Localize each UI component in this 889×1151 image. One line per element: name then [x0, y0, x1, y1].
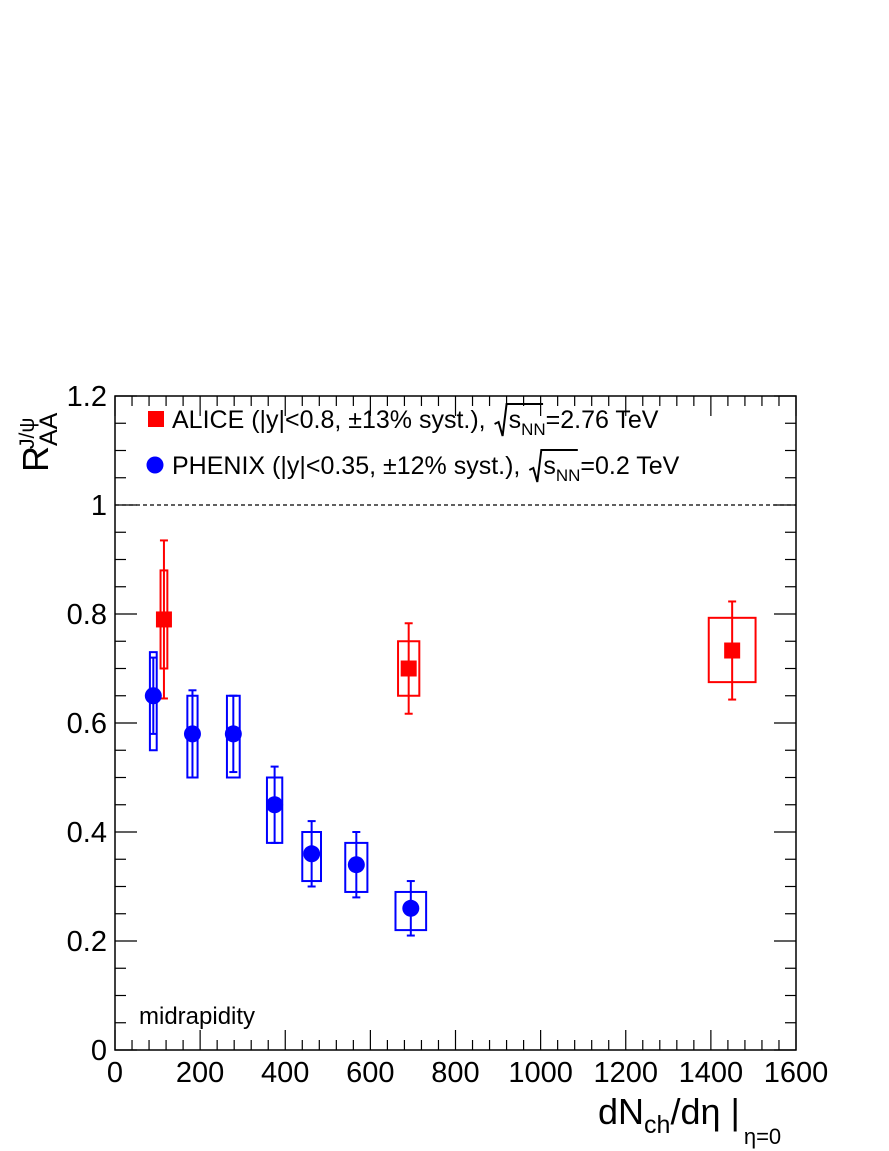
x-tick-label: 1400: [679, 1057, 744, 1089]
data-point-phenix: [144, 687, 162, 705]
sqrt-symbol-icon: [528, 449, 578, 483]
y-axis-title-sub: AA: [35, 412, 63, 446]
y-tick-label: 1.2: [67, 381, 107, 413]
x-tick-label: 800: [431, 1057, 479, 1089]
x-axis-title-sub: ch: [644, 1111, 670, 1139]
x-axis-title-main: dN: [598, 1091, 644, 1132]
x-tick-label: 1600: [764, 1057, 829, 1089]
legend-alice-name: ALICE (|y|<0.8, ±13% syst.),: [172, 406, 493, 434]
x-tick-label: 600: [346, 1057, 394, 1089]
x-tick-label: 0: [107, 1057, 123, 1089]
data-point-alice: [400, 660, 417, 677]
data-point-phenix: [347, 856, 365, 874]
legend-alice-sqrt-sub: NN: [521, 420, 546, 439]
legend-label-alice: ALICE (|y|<0.8, ±13% syst.), sNN=2.76 Te…: [172, 406, 659, 439]
sqrt-symbol-icon: [494, 403, 544, 437]
y-tick-label: 0: [91, 1035, 107, 1067]
data-point-phenix: [183, 725, 201, 743]
legend-phenix-energy: =0.2 TeV: [580, 452, 679, 480]
data-point-phenix: [303, 845, 321, 863]
legend-phenix-name: PHENIX (|y|<0.35, ±12% syst.),: [172, 452, 527, 480]
svg-text:RAA: RAA: [15, 412, 63, 472]
x-axis-title-cond: η=0: [744, 1124, 781, 1149]
legend-phenix-sqrt-sub: NN: [556, 466, 581, 485]
data-point-phenix: [266, 796, 284, 814]
x-axis-title: dNch/dη |η=0: [598, 1091, 781, 1149]
x-tick-label: 1200: [593, 1057, 658, 1089]
data-point-phenix: [224, 725, 242, 743]
x-tick-label: 1000: [508, 1057, 573, 1089]
legend-alice-energy: =2.76 TeV: [546, 406, 659, 434]
x-axis-title-tail: /dη |: [670, 1091, 739, 1132]
legend: ALICE (|y|<0.8, ±13% syst.), sNN=2.76 Te…: [146, 403, 680, 485]
annotation-midrapidity: midrapidity: [139, 1003, 255, 1030]
data-point-alice: [724, 642, 741, 659]
y-axis-title: RAA J/ψ: [15, 412, 63, 472]
legend-marker-alice: [148, 411, 164, 427]
y-tick-label: 0.6: [67, 708, 107, 740]
legend-phenix-sqrt-s: s: [543, 452, 556, 480]
data-point-phenix: [402, 899, 420, 917]
plot-frame: [114, 395, 797, 1051]
y-axis-title-sup: J/ψ: [16, 418, 39, 449]
y-tick-label: 0.8: [67, 599, 107, 631]
data-layer: [144, 539, 757, 937]
legend-marker-phenix: [146, 456, 164, 474]
y-axis-title-main: R: [15, 446, 56, 472]
legend-label-phenix: PHENIX (|y|<0.35, ±12% syst.), sNN=0.2 T…: [172, 452, 680, 485]
x-tick-label: 200: [176, 1057, 224, 1089]
axes: 0 0.2 0.4 0.6 0.8 1 1.2 0 200 400 600 800 1000 1200 14…: [67, 381, 829, 1089]
y-tick-label: 1: [91, 490, 107, 522]
legend-alice-sqrt-s: s: [509, 406, 522, 434]
y-tick-label: 0.2: [67, 926, 107, 958]
x-tick-label: 400: [261, 1057, 309, 1089]
data-point-alice: [155, 611, 172, 628]
y-tick-label: 0.4: [67, 817, 107, 849]
